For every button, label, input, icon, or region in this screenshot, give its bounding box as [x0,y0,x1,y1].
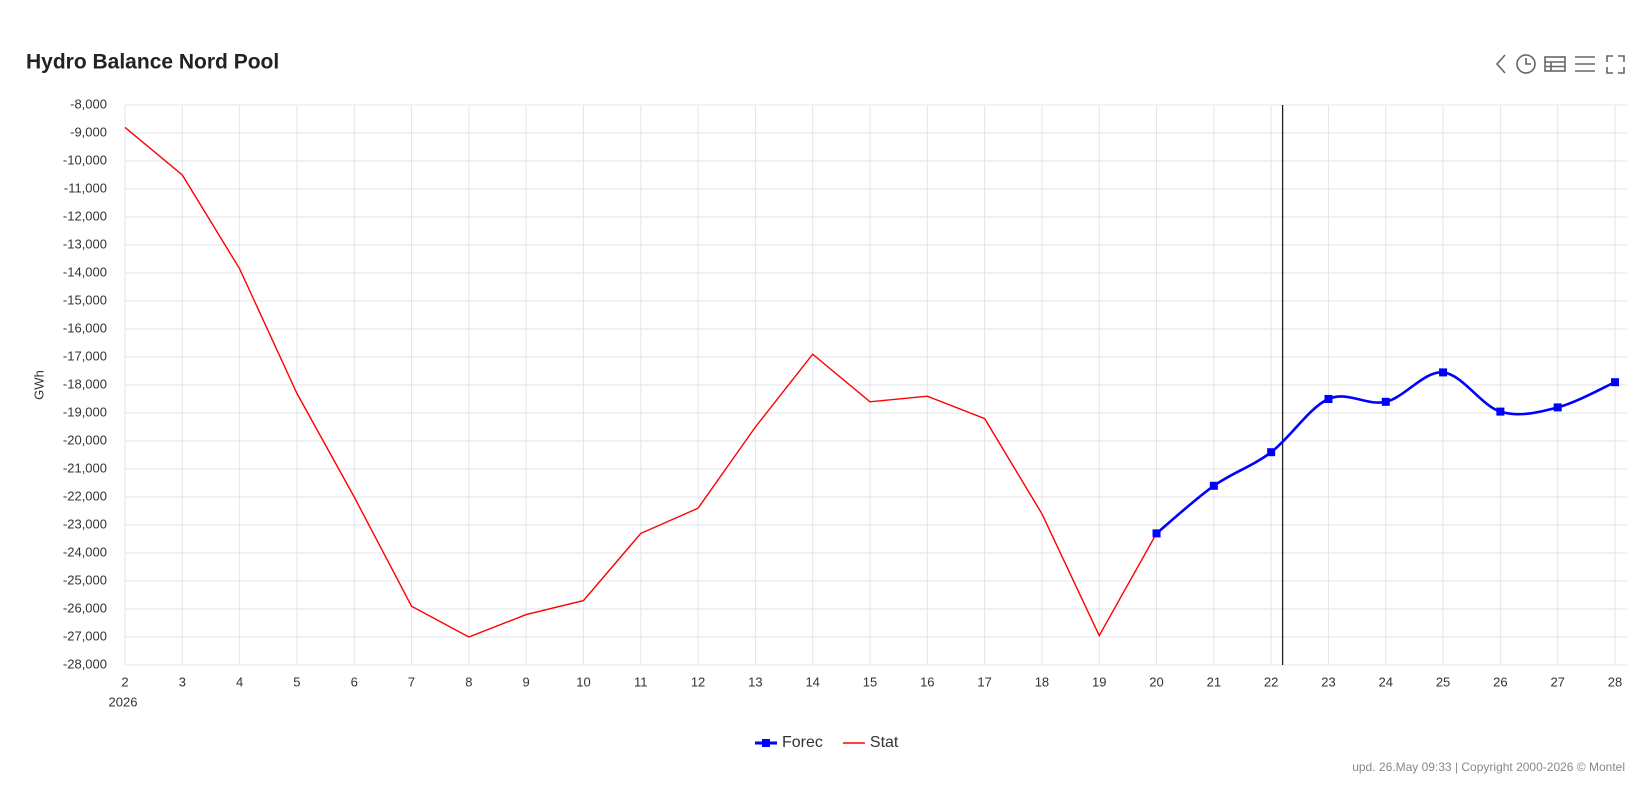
history-icon[interactable] [1516,54,1536,74]
x-tick-label: 17 [977,674,991,689]
x-tick-label: 14 [805,674,819,689]
legend-item[interactable]: Stat [842,734,899,751]
x-tick-label: 3 [179,674,186,689]
y-tick-label: -18,000 [63,376,107,391]
x-tick-label: 23 [1321,674,1335,689]
y-tick-label: -16,000 [63,320,107,335]
x-tick-label: 4 [236,674,243,689]
point-marker [1553,403,1562,412]
table-icon[interactable] [1544,56,1566,72]
y-tick-label: -11,000 [64,180,107,195]
y-tick-label: -15,000 [63,292,107,307]
y-tick-label: -20,000 [63,432,107,447]
legend-label: Stat [870,734,899,751]
y-tick-label: -22,000 [63,488,107,503]
x-tick-label: 19 [1092,674,1106,689]
x-tick-label: 15 [863,674,877,689]
x-year-label: 2026 [109,694,138,709]
y-axis-label: GWh [31,370,46,400]
x-tick-label: 20 [1149,674,1163,689]
y-tick-label: -21,000 [63,460,107,475]
y-tick-label: -9,000 [70,124,107,139]
footer: upd. 26.May 09:33 | Copyright 2000-2026 … [1352,760,1625,774]
x-tick-label: 22 [1264,674,1278,689]
x-tick-label: 11 [634,674,648,689]
y-tick-label: -17,000 [63,348,107,363]
y-tick-label: -14,000 [63,264,107,279]
x-tick-label: 2 [121,674,128,689]
y-tick-label: -12,000 [63,208,107,223]
menu-icon[interactable] [1575,56,1595,72]
x-tick-label: 28 [1608,674,1622,689]
x-tick-label: 27 [1550,674,1564,689]
point-marker [1496,407,1505,416]
y-tick-label: -23,000 [63,516,107,531]
history-hand [1525,58,1531,65]
y-tick-label: -8,000 [70,96,107,111]
x-tick-label: 9 [523,674,530,689]
point-marker [1324,395,1333,403]
table-lines [1545,61,1565,71]
y-tick-label: -27,000 [63,628,107,643]
x-tick-label: 7 [408,674,415,689]
y-tick-label: -25,000 [63,572,107,587]
y-tick-label: -26,000 [63,600,107,615]
series-line [124,126,1158,638]
x-tick-label: 10 [576,674,590,689]
y-tick-label: -19,000 [63,404,107,419]
x-tick-label: 18 [1035,674,1049,689]
y-tick-label: -24,000 [63,544,107,559]
x-tick-label: 21 [1207,674,1221,689]
legend-item[interactable]: Forec [755,734,823,751]
point-marker [1267,448,1276,457]
x-tick-label: 5 [293,674,300,689]
y-tick-label: -10,000 [63,152,107,167]
chart-title: Hydro Balance Nord Pool [26,51,279,74]
y-tick-label: -28,000 [63,656,107,671]
x-tick-label: 25 [1436,674,1450,689]
legend-marker [762,739,770,747]
point-marker [1381,397,1390,406]
x-tick-label: 12 [691,674,705,689]
x-tick-label: 24 [1379,674,1393,689]
toolbar[interactable] [1495,54,1625,74]
x-tick-label: 6 [351,674,358,689]
legend-label: Forec [782,734,823,751]
x-tick-label: 16 [920,674,934,689]
x-tick-label: 13 [748,674,762,689]
x-tick-label: 8 [465,674,472,689]
back-icon[interactable] [1495,54,1506,74]
x-tick-label: 26 [1493,674,1507,689]
point-marker [1611,378,1619,387]
point-marker [1439,368,1448,377]
point-marker [1152,529,1161,538]
fullscreen-icon[interactable] [1606,55,1625,74]
y-tick-label: -13,000 [63,236,107,251]
point-marker [1209,481,1218,490]
